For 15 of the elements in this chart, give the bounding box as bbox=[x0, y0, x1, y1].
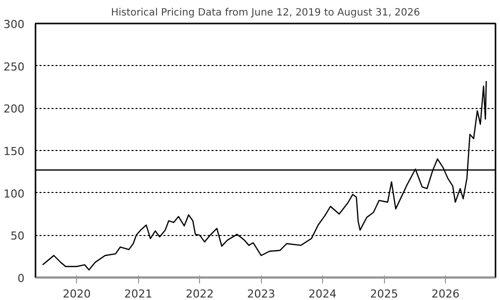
y-tick-label: 250 bbox=[4, 60, 25, 74]
x-tick-label: 2022 bbox=[186, 288, 214, 300]
x-tick-label: 2021 bbox=[124, 288, 152, 300]
x-tick-label: 2025 bbox=[370, 288, 398, 300]
x-tick-label: 2026 bbox=[432, 288, 460, 300]
y-tick-label: 200 bbox=[4, 102, 25, 116]
x-tick-label: 2024 bbox=[308, 288, 337, 300]
y-tick-label: 150 bbox=[4, 145, 25, 158]
x-tick-label: 2023 bbox=[247, 288, 276, 300]
y-tick-label: 100 bbox=[4, 187, 25, 200]
chart-title: Historical Pricing Data from June 12, 2019 to August 31, 2026 bbox=[111, 8, 420, 18]
x-tick-label: 2020 bbox=[62, 288, 91, 300]
y-tick-label: 50 bbox=[10, 230, 25, 243]
y-tick-label: 300 bbox=[4, 18, 25, 31]
y-tick-label: 0 bbox=[18, 272, 24, 285]
